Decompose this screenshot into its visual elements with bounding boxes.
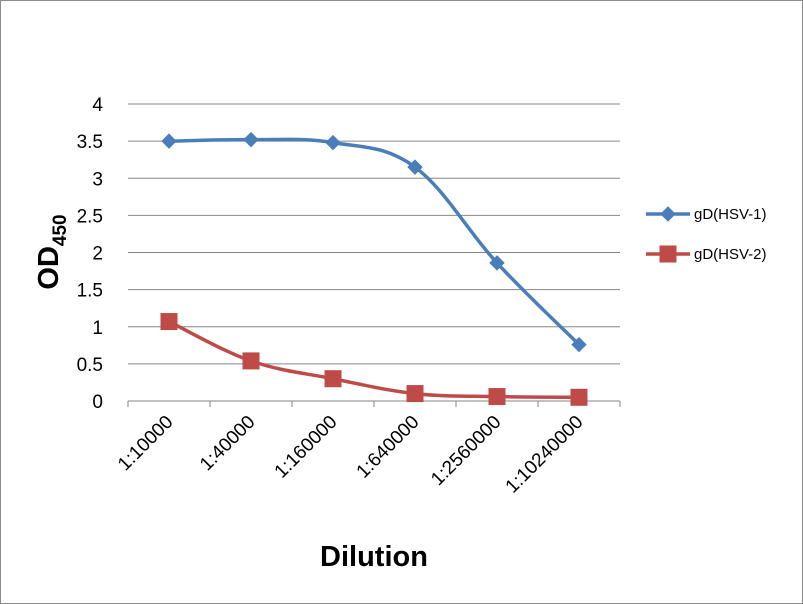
y-axis-ticks: 0 0.5 1 1.5 2 2.5 3 3.5 4 [77, 95, 104, 413]
data-point [489, 255, 505, 271]
series-2 [160, 313, 588, 406]
x-axis-ticks: 1:10000 1:40000 1:160000 1:640000 1:25600001… [114, 401, 621, 498]
data-point [325, 134, 341, 151]
data-point [160, 313, 178, 331]
y-tick-label: 1.5 [77, 281, 103, 302]
series-1 [161, 131, 587, 353]
legend-marker [660, 206, 676, 222]
y-tick-label: 0 [92, 392, 103, 413]
data-point [161, 133, 177, 149]
y-tick-label: 4 [92, 95, 103, 116]
data-point [242, 352, 260, 370]
y-tick-label: 0.5 [77, 355, 103, 376]
x-tick-label: 1:160000 [271, 412, 342, 483]
x-axis-title: Dilution [320, 541, 428, 573]
legend-label: gD(HSV-2) [694, 246, 767, 263]
legend-item: gD(HSV-2) [646, 245, 767, 263]
series-line [168, 319, 580, 400]
x-tick-label: 1:2560000 [427, 412, 505, 490]
y-tick-label: 2 [92, 244, 103, 265]
y-axis-title-subscript: 450 [50, 214, 71, 246]
data-point [407, 159, 423, 175]
data-point [406, 385, 424, 403]
series-layer [160, 131, 588, 406]
data-point [570, 388, 588, 406]
legend: gD(HSV-1) gD(HSV-2) [646, 206, 767, 263]
x-tick-label: 1:640000 [353, 412, 424, 483]
y-tick-label: 3.5 [77, 132, 103, 153]
series-line [168, 137, 581, 346]
data-point [488, 388, 506, 406]
legend-marker [659, 245, 677, 263]
y-tick-label: 3 [92, 169, 103, 190]
x-tick-label: 1:40000 [196, 412, 259, 475]
x-tick-label: 1:10000 [114, 412, 177, 475]
y-tick-label: 2.5 [77, 206, 103, 227]
data-point [571, 336, 587, 353]
gridlines [128, 103, 620, 365]
data-point [243, 131, 259, 148]
data-point [324, 370, 342, 388]
legend-label: gD(HSV-1) [694, 206, 767, 223]
y-axis-title: OD450 [33, 214, 71, 289]
legend-item: gD(HSV-1) [646, 206, 767, 223]
y-tick-label: 1 [92, 318, 103, 339]
x-tick-label: 1:10240000 [502, 412, 588, 498]
